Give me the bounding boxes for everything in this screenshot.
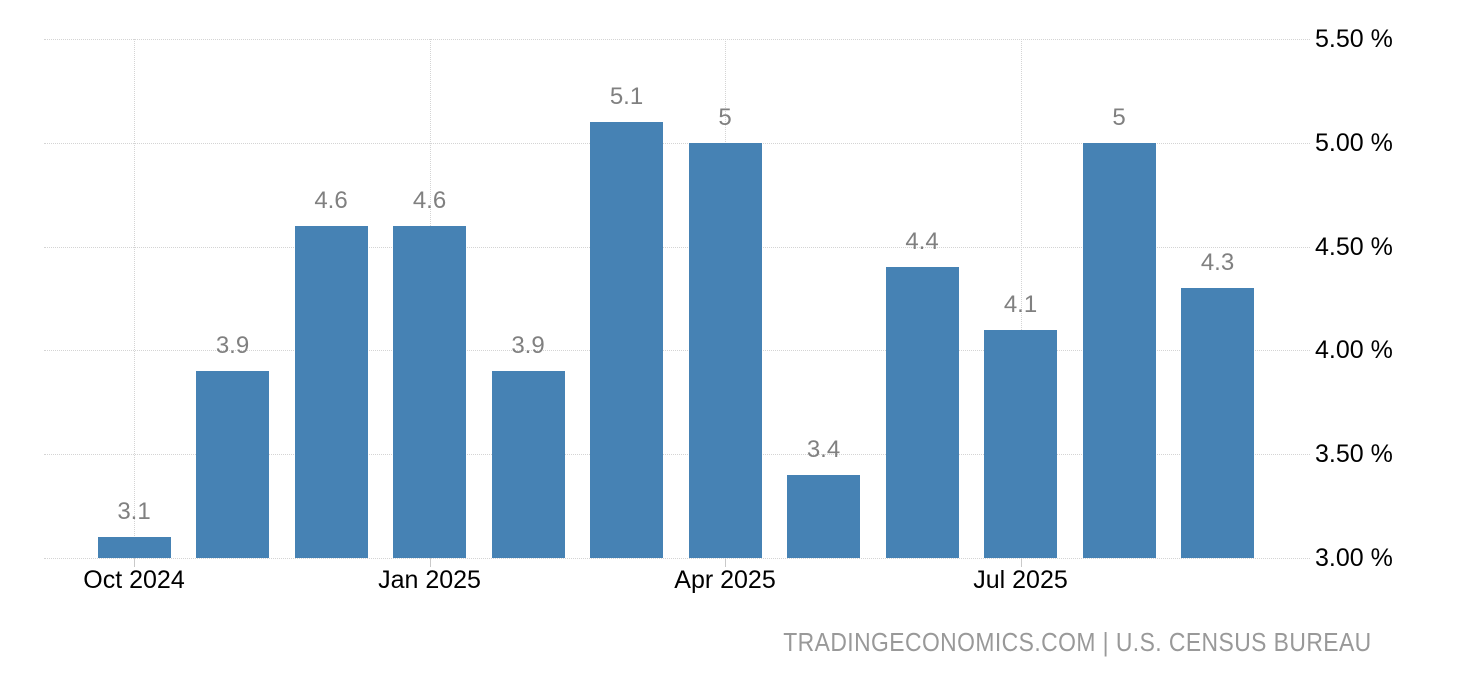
bar-value-label: 3.4: [806, 435, 841, 463]
y-axis-tick-label: 5.50 %: [1315, 25, 1393, 53]
x-axis-tick-mark: [1020, 558, 1022, 567]
gridline-horizontal: [44, 142, 1310, 144]
bar-value-label: 4.6: [314, 186, 348, 214]
gridline-horizontal: [44, 350, 1310, 352]
gridline-vertical: [134, 39, 135, 558]
y-axis-tick-label: 3.50 %: [1315, 440, 1393, 469]
bar[interactable]: [294, 225, 368, 558]
bar[interactable]: [787, 474, 860, 558]
x-axis-tick-label: Jul 2025: [973, 566, 1068, 594]
x-axis-tick-label: Oct 2024: [83, 566, 185, 594]
gridline-horizontal: [44, 39, 1310, 40]
gridline-horizontal: [44, 558, 1310, 559]
bar-value-label: 3.9: [511, 332, 545, 360]
bar-value-label: 3.1: [117, 498, 151, 526]
y-axis-tick-label: 4.50 %: [1315, 232, 1393, 261]
bar[interactable]: [393, 225, 466, 558]
bar[interactable]: [885, 267, 959, 558]
bar[interactable]: [688, 142, 762, 558]
x-axis-tick-mark: [725, 558, 726, 567]
bar[interactable]: [590, 122, 663, 558]
bar[interactable]: [1082, 142, 1156, 558]
y-axis-tick-label: 5.00 %: [1315, 128, 1393, 157]
x-axis-tick-mark: [429, 558, 431, 567]
gridline-vertical: [1020, 39, 1022, 558]
x-axis-tick-label: Jan 2025: [378, 566, 481, 594]
x-axis-tick-mark: [134, 558, 135, 567]
bar-value-label: 4.1: [1003, 290, 1038, 318]
bar-value-label: 4.3: [1200, 249, 1235, 277]
bar[interactable]: [984, 329, 1057, 558]
bar-value-label: 3.9: [215, 332, 250, 360]
gridline-horizontal: [44, 454, 1310, 456]
bar[interactable]: [491, 371, 565, 558]
bar[interactable]: [97, 537, 171, 558]
attribution: TRADINGECONOMICS.COM | U.S. CENSUS BUREA…: [783, 627, 1372, 657]
bar[interactable]: [1181, 288, 1254, 558]
bar-value-label: 5: [1112, 103, 1126, 131]
gridline-horizontal: [44, 246, 1310, 248]
bar-value-label: 4.6: [412, 186, 447, 214]
bar-value-label: 4.4: [905, 228, 939, 256]
bar-value-label: 5: [718, 103, 732, 131]
bar-value-label: 5.1: [609, 83, 644, 111]
bar[interactable]: [196, 371, 269, 558]
y-axis-tick-label: 4.00 %: [1315, 336, 1393, 365]
x-axis-tick-label: Apr 2025: [674, 566, 776, 594]
y-axis-tick-label: 3.00 %: [1315, 544, 1393, 572]
